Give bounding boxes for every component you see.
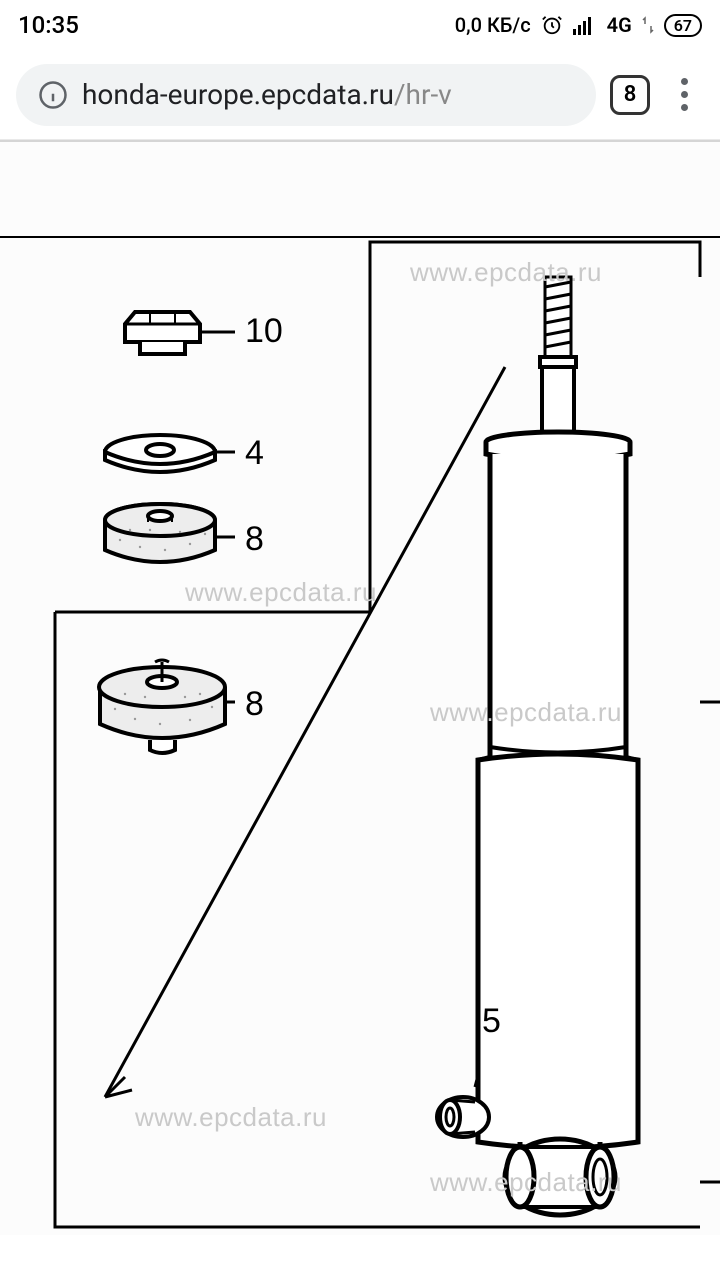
part-bushing-upper [105,504,215,562]
alarm-icon [541,14,563,36]
url-text: honda-europe.epcdata.ru/hr-v [82,78,452,111]
part-nut [125,312,200,354]
url-bar[interactable]: honda-europe.epcdata.ru/hr-v [16,64,596,126]
part-washer [105,435,215,472]
status-time: 10:35 [18,11,79,39]
part-bottom-bushing [437,1097,489,1137]
part-bushing-lower [99,660,225,753]
network-label: 4G [607,13,632,37]
tab-count: 8 [624,82,637,107]
url-host: honda-europe.epcdata.ru [82,78,394,111]
info-icon[interactable] [38,80,68,110]
browser-toolbar: honda-europe.epcdata.ru/hr-v 8 [0,50,720,140]
menu-button[interactable] [664,72,704,118]
callout-4: 4 [245,434,264,472]
tabs-button[interactable]: 8 [610,75,650,115]
status-right: 0,0 КБ/с 4G 67 [455,13,702,37]
callout-8a: 8 [245,520,264,558]
callout-10: 10 [245,312,283,350]
callout-8b: 8 [245,685,264,723]
callout-5: 5 [482,1002,501,1040]
page-content[interactable]: 10 4 8 8 5 www.epcdata.ru www.epcdata.ru… [0,140,720,1235]
url-path: /hr-v [394,78,452,111]
battery-indicator: 67 [664,14,702,37]
data-rate: 0,0 КБ/с [455,13,531,37]
diagram-svg: 10 4 8 8 5 [0,142,720,1237]
part-shock-absorber [478,277,638,1215]
parts-diagram: 10 4 8 8 5 www.epcdata.ru www.epcdata.ru… [0,142,720,1235]
updown-icon [642,16,654,34]
signal-icon [573,15,597,35]
status-bar: 10:35 0,0 КБ/с 4G 67 [0,0,720,50]
